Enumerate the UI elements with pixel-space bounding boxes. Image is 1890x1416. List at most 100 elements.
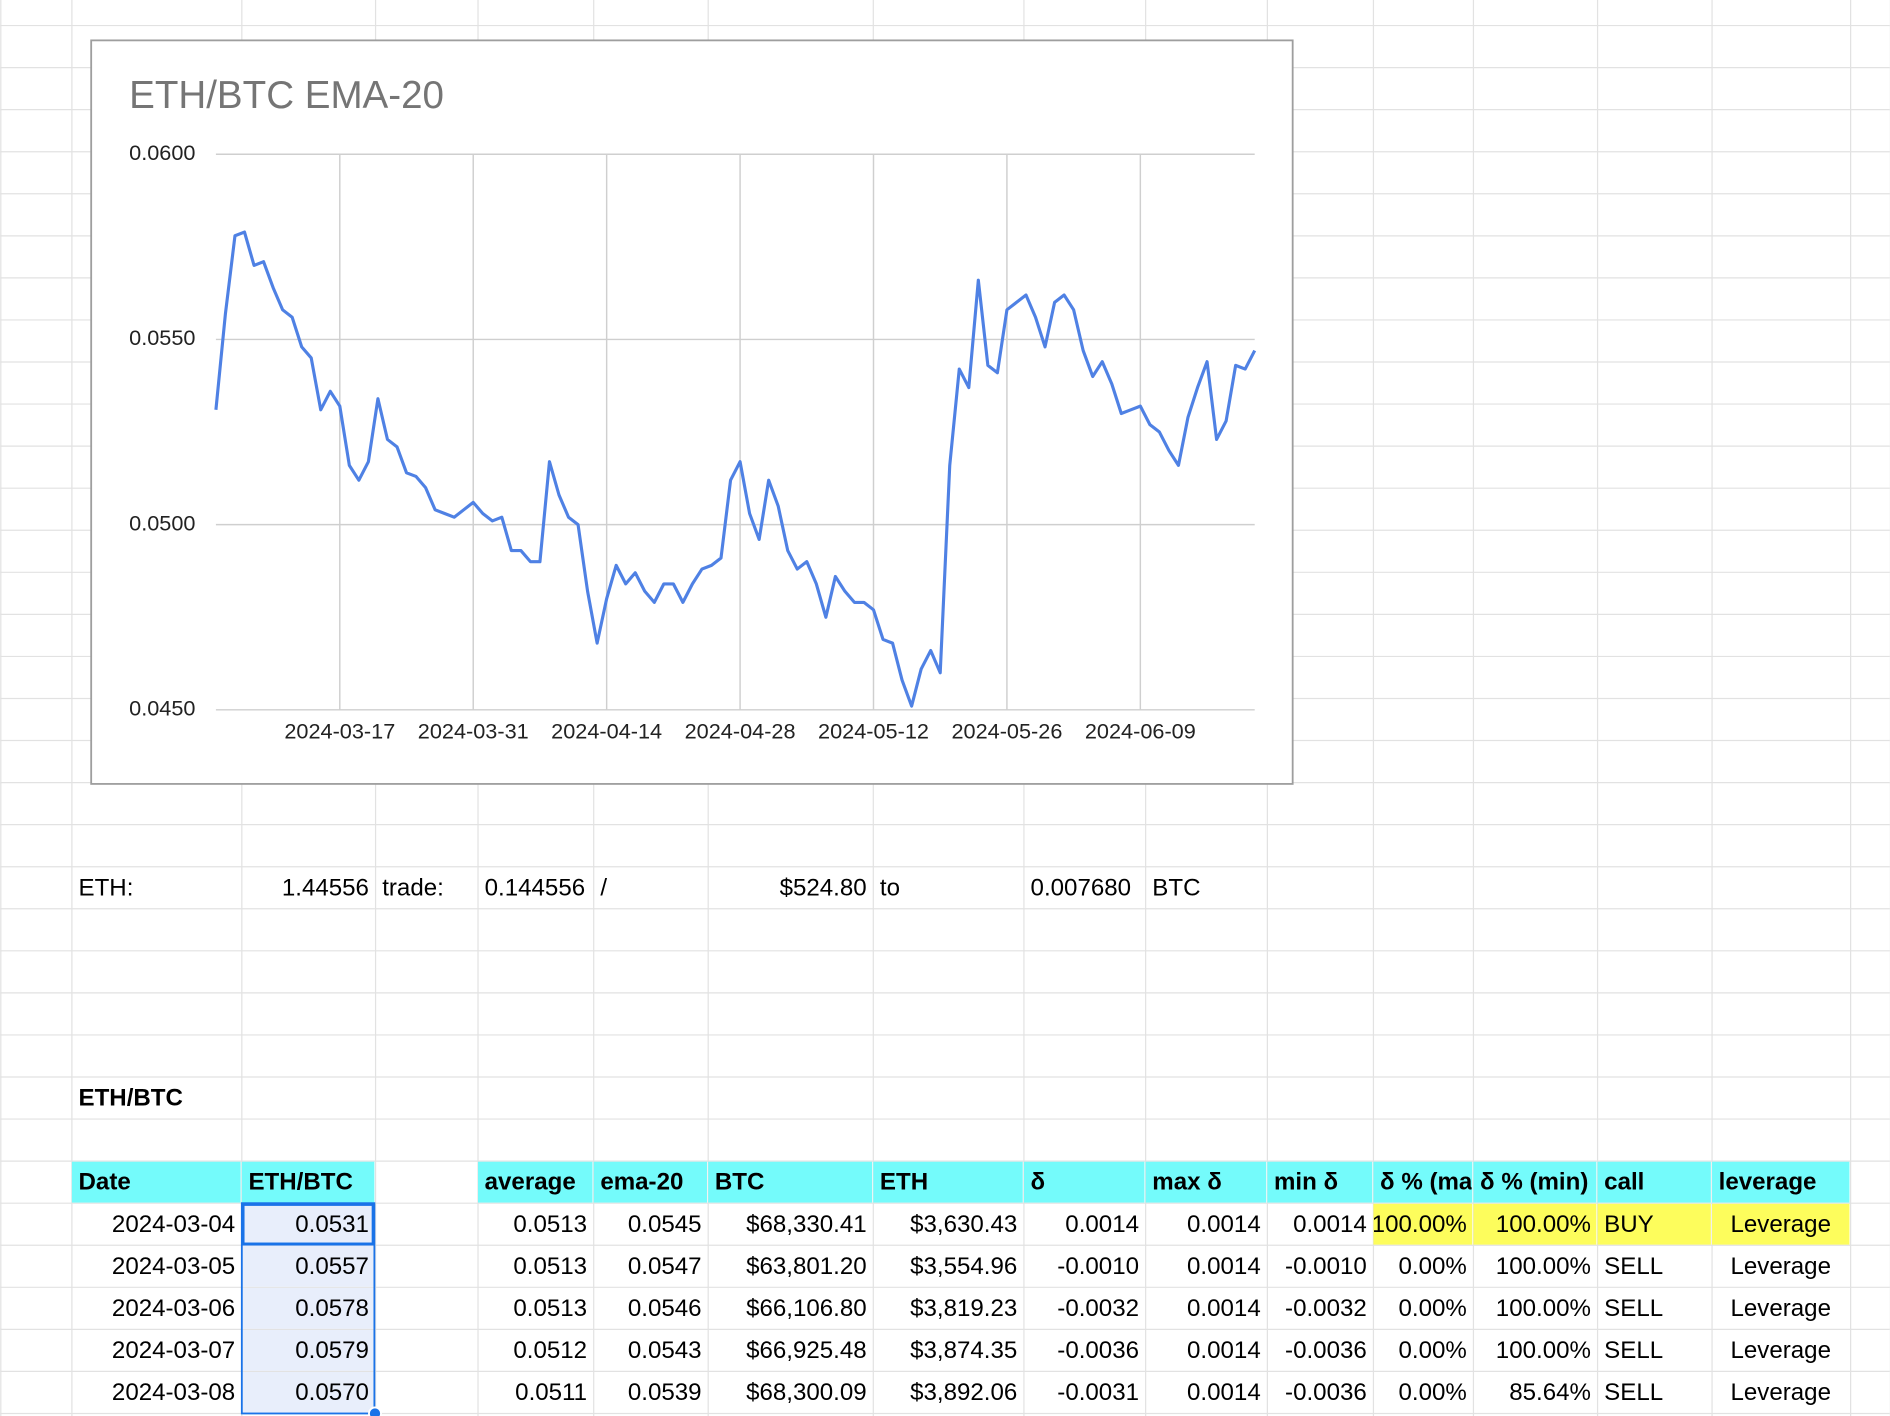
- table-cell[interactable]: -0.0032: [1057, 1295, 1139, 1322]
- table-cell[interactable]: 0.0014: [1187, 1295, 1261, 1322]
- table-cell[interactable]: 0.0513: [513, 1211, 587, 1238]
- table-cell[interactable]: 100.00%: [1372, 1211, 1467, 1238]
- table-cell[interactable]: 0.0557: [295, 1253, 369, 1280]
- table-cell[interactable]: SELL: [1604, 1379, 1663, 1406]
- table-cell[interactable]: -0.0031: [1057, 1379, 1139, 1406]
- table-header[interactable]: δ: [1031, 1169, 1046, 1196]
- table-cell[interactable]: 2024-03-08: [112, 1379, 235, 1406]
- table-cell[interactable]: $3,819.23: [910, 1295, 1017, 1322]
- table-cell[interactable]: Leverage: [1730, 1253, 1830, 1280]
- table-cell[interactable]: -0.0036: [1057, 1337, 1139, 1364]
- table-cell[interactable]: 100.00%: [1496, 1211, 1591, 1238]
- table-cell[interactable]: 0.0570: [295, 1379, 369, 1406]
- fill-handle[interactable]: [368, 1406, 382, 1416]
- table-cell[interactable]: 2024-03-07: [112, 1337, 235, 1364]
- eth-row-cell[interactable]: 0.007680: [1031, 874, 1132, 901]
- table-cell[interactable]: 0.0512: [513, 1337, 587, 1364]
- table-cell[interactable]: BUY: [1604, 1211, 1654, 1238]
- table-cell[interactable]: 0.0539: [628, 1379, 702, 1406]
- table-cell[interactable]: $68,300.09: [746, 1379, 867, 1406]
- table-header[interactable]: Date: [79, 1169, 131, 1196]
- table-cell[interactable]: SELL: [1604, 1337, 1663, 1364]
- eth-row-cell[interactable]: 1.44556: [282, 874, 369, 901]
- table-cell[interactable]: -0.0010: [1057, 1253, 1139, 1280]
- table-cell[interactable]: $66,106.80: [746, 1295, 867, 1322]
- table-cell[interactable]: 2024-03-06: [112, 1295, 235, 1322]
- table-cell[interactable]: 0.0579: [295, 1337, 369, 1364]
- table-header[interactable]: average: [485, 1169, 576, 1196]
- active-cell[interactable]: [241, 1202, 375, 1246]
- table-cell[interactable]: 2024-03-04: [112, 1211, 235, 1238]
- table-cell[interactable]: 0.0513: [513, 1295, 587, 1322]
- table-cell[interactable]: 2024-03-05: [112, 1253, 235, 1280]
- table-cell[interactable]: 0.00%: [1398, 1253, 1466, 1280]
- eth-row-cell[interactable]: ETH:: [79, 874, 134, 901]
- table-cell[interactable]: 0.00%: [1398, 1337, 1466, 1364]
- table-cell[interactable]: 0.0547: [628, 1253, 702, 1280]
- table-cell[interactable]: 100.00%: [1496, 1337, 1591, 1364]
- eth-row-cell[interactable]: trade:: [382, 874, 444, 901]
- table-cell[interactable]: 0.0543: [628, 1337, 702, 1364]
- table-cell[interactable]: 0.0513: [513, 1253, 587, 1280]
- table-header[interactable]: min δ: [1274, 1169, 1338, 1196]
- table-cell[interactable]: -0.0036: [1285, 1337, 1367, 1364]
- table-cell[interactable]: Leverage: [1730, 1211, 1830, 1238]
- table-cell[interactable]: -0.0010: [1285, 1253, 1367, 1280]
- cell-fill: [241, 1372, 375, 1413]
- table-header[interactable]: BTC: [715, 1169, 765, 1196]
- table-cell[interactable]: 0.0014: [1293, 1211, 1367, 1238]
- table-cell[interactable]: 0.0014: [1187, 1337, 1261, 1364]
- table-cell[interactable]: $3,874.35: [910, 1337, 1017, 1364]
- table-header[interactable]: ema-20: [600, 1169, 683, 1196]
- table-header[interactable]: call: [1604, 1169, 1644, 1196]
- cell-fill: [708, 1161, 873, 1203]
- table-header[interactable]: leverage: [1719, 1169, 1817, 1196]
- table-header[interactable]: δ % (min): [1480, 1169, 1588, 1196]
- cell-fill: [241, 1287, 375, 1329]
- table-cell[interactable]: $66,925.48: [746, 1337, 867, 1364]
- table-cell[interactable]: 0.0578: [295, 1295, 369, 1322]
- cell-fill: [1712, 1203, 1850, 1245]
- table-cell[interactable]: 0.0546: [628, 1295, 702, 1322]
- table-cell[interactable]: Leverage: [1730, 1295, 1830, 1322]
- table-cell[interactable]: 100.00%: [1496, 1295, 1591, 1322]
- table-cell[interactable]: SELL: [1604, 1253, 1663, 1280]
- eth-row-cell[interactable]: 0.144556: [485, 874, 586, 901]
- table-cell[interactable]: $3,630.43: [910, 1211, 1017, 1238]
- cell-fill: [1597, 1203, 1711, 1245]
- table-cell[interactable]: 0.0545: [628, 1211, 702, 1238]
- table-cell[interactable]: 0.00%: [1398, 1379, 1466, 1406]
- table-cell[interactable]: $63,801.20: [746, 1253, 867, 1280]
- table-header[interactable]: ETH/BTC: [248, 1169, 352, 1196]
- eth-row-cell[interactable]: /: [600, 874, 607, 901]
- table-cell[interactable]: $3,892.06: [910, 1379, 1017, 1406]
- table-cell[interactable]: 100.00%: [1496, 1253, 1591, 1280]
- cell-fill: [1373, 1161, 1473, 1203]
- eth-row-cell[interactable]: $524.80: [780, 874, 867, 901]
- table-header[interactable]: δ % (max): [1380, 1169, 1494, 1196]
- table-cell[interactable]: SELL: [1604, 1295, 1663, 1322]
- table-cell[interactable]: $3,554.96: [910, 1253, 1017, 1280]
- table-cell[interactable]: Leverage: [1730, 1337, 1830, 1364]
- chart-frame[interactable]: [90, 39, 1294, 785]
- section-label[interactable]: ETH/BTC: [79, 1085, 183, 1112]
- table-cell[interactable]: 0.0531: [295, 1211, 369, 1238]
- table-cell[interactable]: -0.0032: [1285, 1295, 1367, 1322]
- cell-fill: [1473, 1161, 1597, 1203]
- table-cell[interactable]: 0.0014: [1187, 1211, 1261, 1238]
- x-tick-label: 2024-05-12: [818, 718, 929, 743]
- table-cell[interactable]: $68,330.41: [746, 1211, 867, 1238]
- table-cell[interactable]: -0.0036: [1285, 1379, 1367, 1406]
- eth-row-cell[interactable]: to: [880, 874, 900, 901]
- table-header[interactable]: ETH: [880, 1169, 928, 1196]
- table-cell[interactable]: 0.0014: [1187, 1379, 1261, 1406]
- table-cell[interactable]: 85.64%: [1509, 1379, 1591, 1406]
- table-cell[interactable]: 0.0014: [1187, 1253, 1261, 1280]
- x-tick-label: 2024-05-26: [951, 718, 1062, 743]
- table-cell[interactable]: 0.00%: [1398, 1295, 1466, 1322]
- table-cell[interactable]: 0.0511: [515, 1379, 587, 1406]
- eth-row-cell[interactable]: BTC: [1152, 874, 1200, 901]
- table-cell[interactable]: 0.0014: [1065, 1211, 1139, 1238]
- table-cell[interactable]: Leverage: [1730, 1379, 1830, 1406]
- table-header[interactable]: max δ: [1152, 1169, 1222, 1196]
